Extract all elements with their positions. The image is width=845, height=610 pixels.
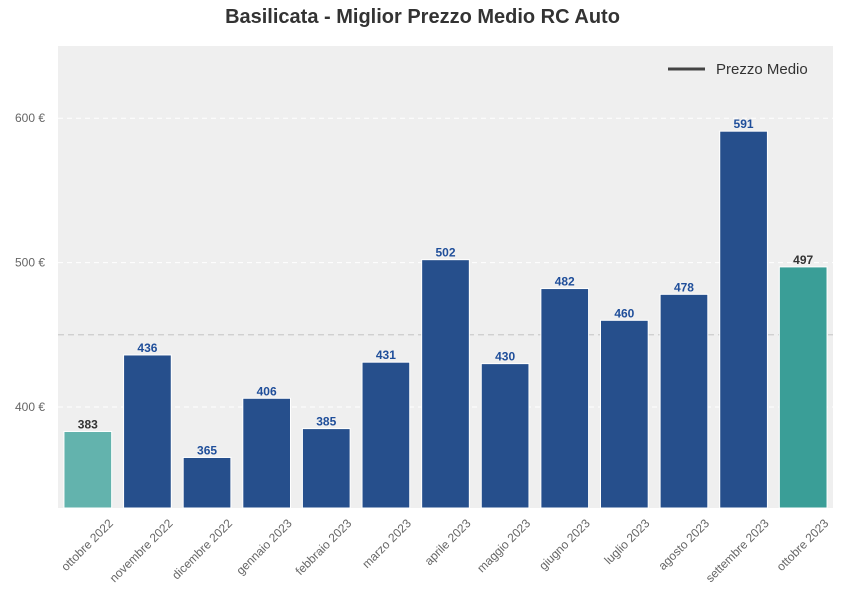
bar-value-label: 460 [614, 306, 634, 320]
bar [301, 428, 351, 509]
y-axis-ticks: 400 € 500 € 600 € [15, 111, 45, 414]
bar-value-label: 502 [435, 246, 455, 260]
bar-value-label: 591 [734, 117, 754, 131]
bar [480, 363, 530, 509]
x-tick-label: ottobre 2023 [774, 516, 832, 574]
bar [63, 430, 113, 509]
legend-label: Prezzo Medio [716, 61, 808, 78]
bar-value-label: 406 [257, 384, 277, 398]
bar-value-label: 365 [197, 443, 217, 457]
x-tick-label: dicembre 2022 [169, 516, 235, 582]
bar [600, 319, 649, 509]
bars [63, 130, 828, 509]
x-tick-label: maggio 2023 [474, 516, 533, 575]
x-tick-label: gennaio 2023 [233, 516, 295, 578]
bar [659, 293, 709, 509]
bar-value-label: 431 [376, 348, 396, 362]
bar [778, 266, 828, 509]
bar-value-label: 478 [674, 280, 694, 294]
chart-title: Basilicata - Miglior Prezzo Medio RC Aut… [225, 6, 620, 28]
x-tick-label: aprile 2023 [422, 516, 474, 568]
x-tick-label: marzo 2023 [359, 516, 414, 571]
y-tick-label: 400 € [15, 400, 45, 414]
bar [361, 361, 411, 509]
x-tick-label: ottobre 2022 [58, 516, 116, 574]
legend: Prezzo Medio [668, 61, 808, 78]
bar [421, 259, 470, 509]
bar [242, 397, 291, 509]
bar [123, 354, 172, 509]
x-tick-label: luglio 2023 [602, 516, 653, 567]
bar-value-labels: 383 436 365 406 385 431 502 430 482 460 478 591 497 [78, 117, 814, 457]
bar-value-label: 383 [78, 417, 98, 431]
x-tick-label: settembre 2023 [703, 516, 772, 585]
y-tick-label: 500 € [15, 256, 45, 270]
bar-value-label: 436 [137, 341, 157, 355]
bar [182, 456, 232, 509]
bar-value-label: 497 [793, 253, 813, 267]
bar [540, 288, 590, 509]
bar [719, 130, 768, 509]
x-tick-label: agosto 2023 [655, 516, 712, 573]
y-tick-label: 600 € [15, 111, 45, 125]
x-tick-label: giugno 2023 [536, 516, 593, 573]
bar-value-label: 482 [555, 275, 575, 289]
x-tick-label: febbraio 2023 [293, 516, 355, 578]
x-tick-label: novembre 2022 [107, 516, 176, 585]
bar-value-label: 385 [316, 415, 336, 429]
bar-value-label: 430 [495, 350, 515, 364]
